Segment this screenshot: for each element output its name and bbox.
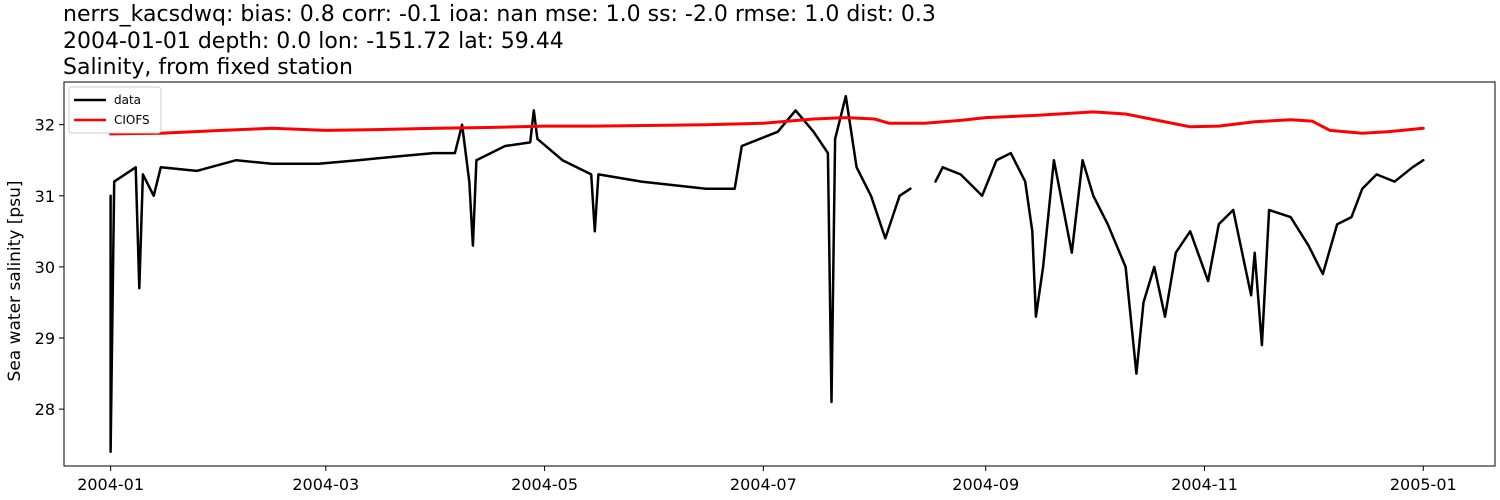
legend: data CIOFS [68, 86, 162, 134]
series-line-data [109, 94, 1425, 454]
chart-title-line-2: 2004-01-01 depth: 0.0 lon: -151.72 lat: … [63, 29, 564, 54]
legend-label-data: data [114, 93, 141, 107]
y-tick-label-2: 30 [35, 258, 55, 277]
y-tick-label-3: 31 [35, 187, 55, 206]
y-tick-label-4: 32 [35, 116, 55, 135]
x-tick-label-5: 2004-11 [1171, 475, 1238, 494]
axes-layer: 2004-01 2004-03 2004-05 2004-07 2004-09 2004-… [35, 81, 1496, 494]
y-tick-label-0: 28 [35, 400, 55, 419]
plot-frame [63, 81, 1496, 467]
chart-title-line-3: Salinity, from fixed station [63, 55, 353, 80]
x-tick-label-2: 2004-05 [511, 475, 578, 494]
chart-title-line-1: nerrs_kacsdwq: bias: 0.8 corr: -0.1 ioa:… [63, 2, 936, 27]
legend-box [68, 86, 162, 134]
series-layer [109, 94, 1425, 454]
x-tick-label-4: 2004-09 [952, 475, 1019, 494]
legend-label-ciofs: CIOFS [114, 113, 150, 127]
y-axis-label: Sea water salinity [psu] [5, 181, 25, 382]
x-tick-label-0: 2004-01 [77, 475, 144, 494]
x-tick-label-6: 2005-01 [1390, 475, 1457, 494]
x-tick-label-1: 2004-03 [292, 475, 359, 494]
y-tick-label-1: 29 [35, 329, 55, 348]
x-tick-label-3: 2004-07 [730, 475, 797, 494]
series-line-ciofs [109, 110, 1425, 136]
